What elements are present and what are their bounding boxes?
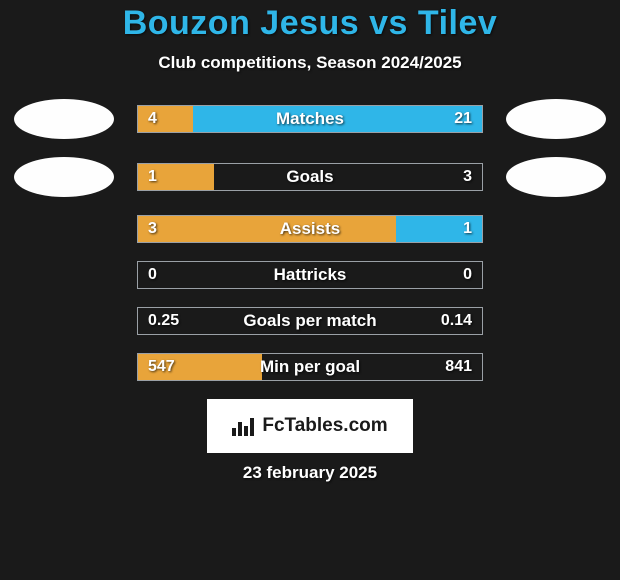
footer-date: 23 february 2025: [0, 463, 620, 483]
stat-row: Min per goal547841: [0, 353, 620, 381]
avatar-slot-right: [501, 229, 611, 230]
subtitle: Club competitions, Season 2024/2025: [0, 53, 620, 73]
stat-bar-left: [138, 216, 396, 242]
stat-row: Hattricks0 0: [0, 261, 620, 289]
avatar-slot-left: [9, 99, 119, 139]
stat-row: Goals per match0.25 0.14: [0, 307, 620, 335]
stat-bar-left: [138, 106, 193, 132]
avatar-slot-left: [9, 367, 119, 368]
brand-text: FcTables.com: [262, 415, 387, 437]
page-title: Bouzon Jesus vs Tilev: [0, 4, 620, 43]
avatar-slot-right: [501, 275, 611, 276]
player-avatar-right: [506, 157, 606, 197]
stat-bar-left: [138, 354, 262, 380]
stat-row: Assists31: [0, 215, 620, 243]
stat-value-right: 3: [463, 164, 472, 190]
player-avatar-left: [14, 99, 114, 139]
brand-box[interactable]: FcTables.com: [207, 399, 413, 453]
stat-bar-left: [138, 164, 214, 190]
stat-label: Goals per match: [138, 308, 482, 334]
player-avatar-right: [506, 99, 606, 139]
stat-bar: Min per goal547841: [137, 353, 483, 381]
avatar-slot-left: [9, 229, 119, 230]
stat-bar: Assists31: [137, 215, 483, 243]
avatar-slot-right: [501, 367, 611, 368]
stat-bar: Matches421: [137, 105, 483, 133]
stat-value-right: 0.14: [441, 308, 472, 334]
stat-bar-right: [193, 106, 482, 132]
avatar-slot-left: [9, 275, 119, 276]
stat-value-right: 841: [445, 354, 472, 380]
avatar-slot-left: [9, 157, 119, 197]
stats-area: Matches421 Goals13 Assists31 Hattricks0 0 Goa…: [0, 99, 620, 381]
avatar-slot-left: [9, 321, 119, 322]
stat-row: Matches421: [0, 99, 620, 139]
stat-label: Hattricks: [138, 262, 482, 288]
stat-bar: Goals per match0.25 0.14: [137, 307, 483, 335]
stat-bar: Goals13: [137, 163, 483, 191]
stat-row: Goals13: [0, 157, 620, 197]
stat-value-right: 0: [463, 262, 472, 288]
avatar-slot-right: [501, 157, 611, 197]
avatar-slot-right: [501, 99, 611, 139]
stat-value-left: 0: [148, 262, 157, 288]
stat-bar-right: [396, 216, 482, 242]
player-avatar-left: [14, 157, 114, 197]
stat-value-left: 0.25: [148, 308, 179, 334]
avatar-slot-right: [501, 321, 611, 322]
stat-bar: Hattricks0 0: [137, 261, 483, 289]
bars-icon: [232, 416, 256, 436]
